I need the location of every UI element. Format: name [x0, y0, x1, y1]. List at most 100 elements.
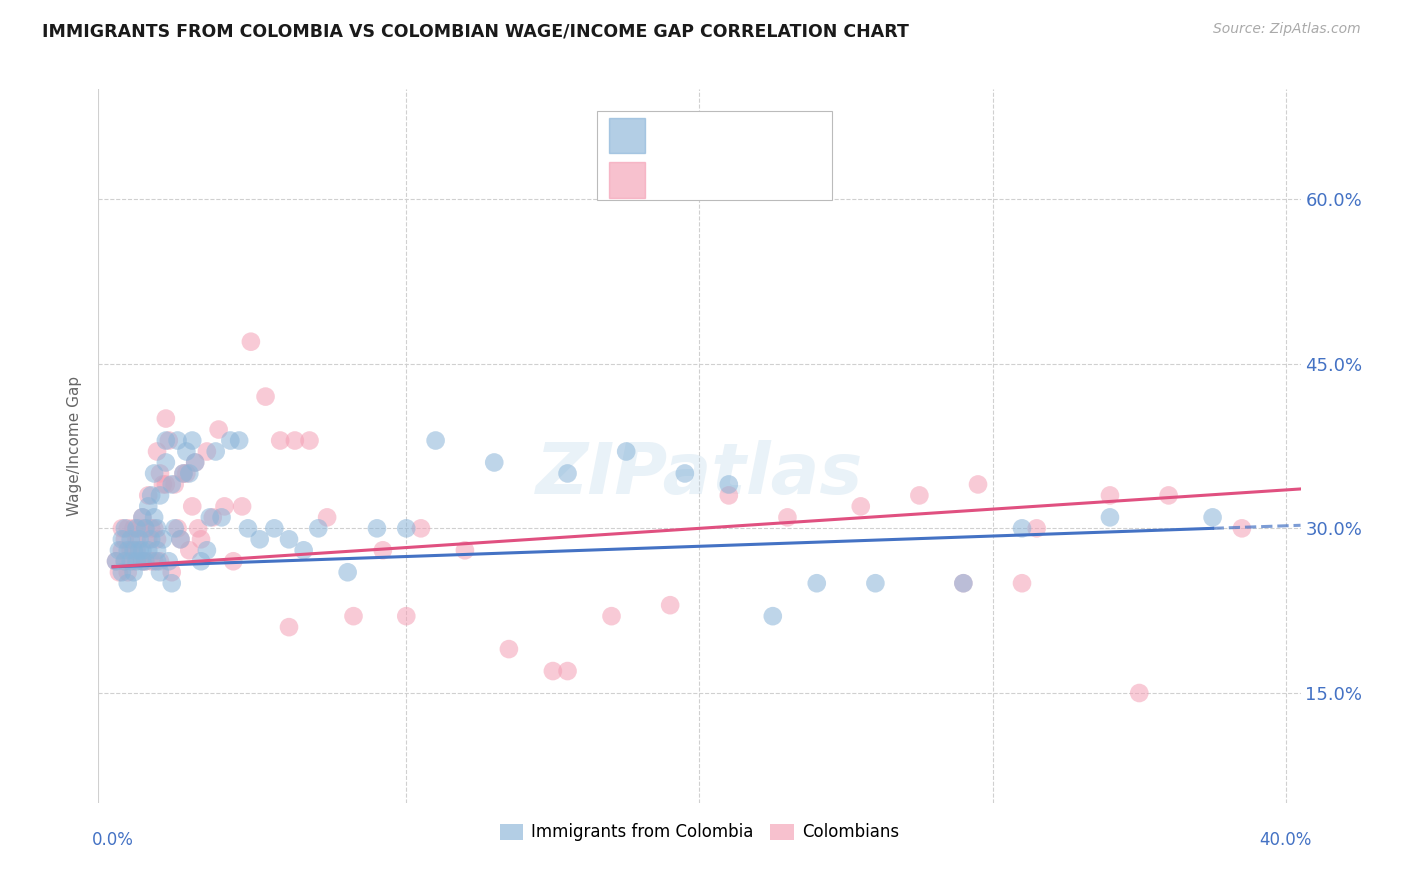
Point — [1157, 488, 1180, 502]
Point — [409, 521, 432, 535]
Point — [146, 521, 169, 535]
Point — [211, 510, 233, 524]
Point — [1011, 521, 1033, 535]
Point — [122, 521, 145, 535]
Point — [342, 609, 364, 624]
Point — [128, 533, 150, 547]
Point — [717, 477, 740, 491]
Point — [762, 609, 785, 624]
Point — [141, 488, 163, 502]
Point — [117, 566, 139, 580]
Point — [117, 543, 139, 558]
FancyBboxPatch shape — [609, 162, 645, 198]
Point — [484, 455, 506, 469]
Point — [1201, 510, 1223, 524]
Point — [141, 554, 163, 568]
Point — [160, 477, 183, 491]
Point — [143, 510, 166, 524]
Point — [179, 543, 201, 558]
Point — [120, 554, 142, 568]
Point — [1098, 510, 1121, 524]
Point — [176, 444, 198, 458]
Point — [128, 543, 150, 558]
Text: N =: N = — [754, 171, 801, 189]
Point — [179, 467, 201, 481]
Point — [136, 533, 159, 547]
Point — [659, 598, 682, 612]
Point — [134, 554, 156, 568]
Point — [143, 554, 166, 568]
Point — [222, 554, 245, 568]
Point — [149, 467, 172, 481]
Point — [117, 576, 139, 591]
Point — [395, 521, 418, 535]
Point — [231, 500, 253, 514]
Point — [149, 554, 172, 568]
Point — [131, 554, 153, 568]
Point — [176, 467, 198, 481]
Point — [120, 533, 142, 547]
Point — [208, 423, 231, 437]
Point — [163, 477, 186, 491]
Point — [198, 510, 221, 524]
Point — [717, 488, 740, 502]
Text: 0.120: 0.120 — [700, 127, 754, 145]
Point — [122, 566, 145, 580]
Point — [967, 477, 990, 491]
Point — [557, 467, 579, 481]
Point — [454, 543, 477, 558]
Point — [278, 533, 301, 547]
Point — [136, 543, 159, 558]
Point — [849, 500, 872, 514]
Point — [155, 411, 177, 425]
Point — [166, 434, 188, 448]
Point — [190, 533, 212, 547]
Point — [111, 543, 134, 558]
Point — [134, 554, 156, 568]
Point — [201, 510, 224, 524]
Point — [143, 521, 166, 535]
Point — [111, 533, 134, 547]
Point — [284, 434, 307, 448]
Text: 0.197: 0.197 — [700, 171, 754, 189]
Point — [673, 467, 696, 481]
Point — [143, 467, 166, 481]
Point — [131, 554, 153, 568]
Point — [157, 434, 180, 448]
Point — [114, 554, 136, 568]
Point — [952, 576, 974, 591]
Text: 78: 78 — [799, 171, 823, 189]
Point — [278, 620, 301, 634]
Point — [557, 664, 579, 678]
Point — [776, 510, 799, 524]
Point — [614, 444, 637, 458]
Point — [169, 533, 191, 547]
Point — [395, 609, 418, 624]
Point — [181, 500, 204, 514]
Point — [172, 467, 194, 481]
Text: 75: 75 — [799, 127, 823, 145]
Point — [141, 533, 163, 547]
Point — [163, 521, 186, 535]
Text: IMMIGRANTS FROM COLOMBIA VS COLOMBIAN WAGE/INCOME GAP CORRELATION CHART: IMMIGRANTS FROM COLOMBIA VS COLOMBIAN WA… — [42, 22, 910, 40]
Point — [160, 576, 183, 591]
Point — [952, 576, 974, 591]
Point — [125, 533, 148, 547]
Point — [136, 500, 159, 514]
Point — [131, 543, 153, 558]
Point — [128, 521, 150, 535]
Point — [498, 642, 520, 657]
Legend: Immigrants from Colombia, Colombians: Immigrants from Colombia, Colombians — [494, 817, 905, 848]
Point — [336, 566, 359, 580]
Point — [125, 543, 148, 558]
Text: Source: ZipAtlas.com: Source: ZipAtlas.com — [1213, 22, 1361, 37]
Point — [114, 554, 136, 568]
FancyBboxPatch shape — [609, 118, 645, 153]
Point — [204, 444, 226, 458]
Point — [125, 521, 148, 535]
Point — [125, 554, 148, 568]
Point — [136, 488, 159, 502]
Point — [117, 521, 139, 535]
Point — [149, 488, 172, 502]
Point — [298, 434, 321, 448]
